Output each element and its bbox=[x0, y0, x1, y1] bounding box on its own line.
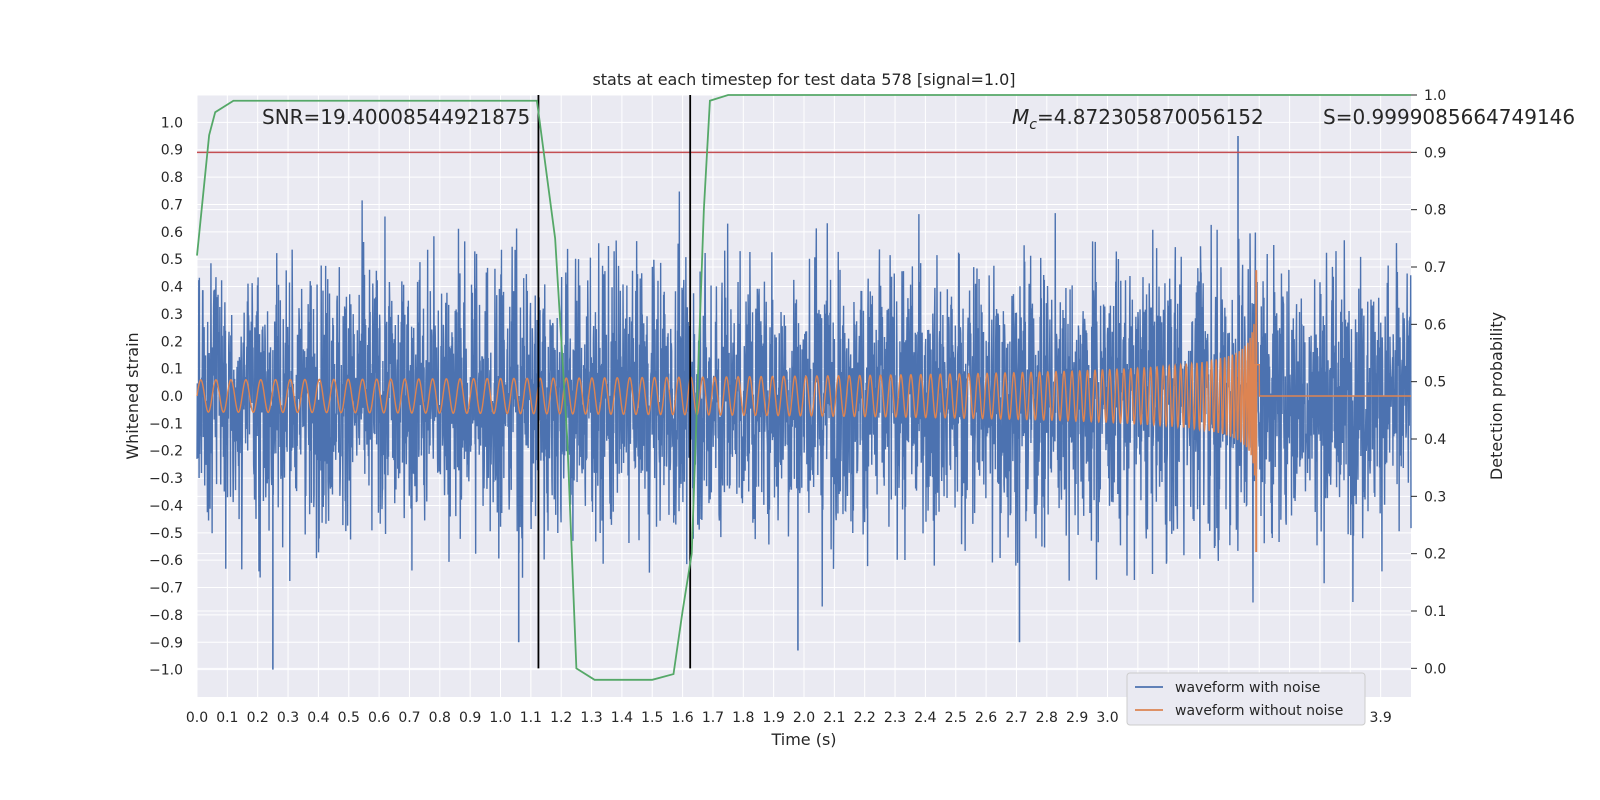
x-tick-label: 1.2 bbox=[550, 710, 572, 726]
chart-title: stats at each timestep for test data 578… bbox=[592, 70, 1015, 89]
y-tick-label: −0.5 bbox=[149, 526, 183, 542]
signal-waveform-layer bbox=[196, 270, 1411, 552]
y2-tick-label: 0.8 bbox=[1424, 203, 1446, 219]
legend-label-noise: waveform with noise bbox=[1175, 680, 1320, 696]
x-tick-label: 0.2 bbox=[247, 710, 269, 726]
y2-tick-label: 0.9 bbox=[1424, 145, 1446, 161]
y-tick-label: 0.6 bbox=[161, 225, 183, 241]
mc-value: =4.872305870056152 bbox=[1037, 105, 1264, 129]
x-tick-label: 1.8 bbox=[732, 710, 754, 726]
chirp-mass-annotation: Mc=4.872305870056152 bbox=[1012, 105, 1264, 133]
mc-symbol: M bbox=[1012, 105, 1029, 129]
x-tick-label: 0.3 bbox=[277, 710, 299, 726]
y2-tick-label: 0.4 bbox=[1424, 432, 1446, 448]
x-tick-label: 2.2 bbox=[854, 710, 876, 726]
y2-tick-label: 0.7 bbox=[1424, 260, 1446, 276]
y-tick-label: −0.7 bbox=[149, 581, 183, 597]
y-tick-label: −0.2 bbox=[149, 444, 183, 460]
y-tick-label: −1.0 bbox=[149, 663, 183, 679]
y-tick-label: 0.8 bbox=[161, 170, 183, 186]
legend-box bbox=[1126, 672, 1366, 726]
x-tick-label: 2.0 bbox=[793, 710, 815, 726]
x-tick-label: 2.3 bbox=[884, 710, 906, 726]
y2-tick-label: 0.1 bbox=[1424, 604, 1446, 620]
x-axis-label: Time (s) bbox=[770, 730, 836, 749]
noise-waveform-layer bbox=[196, 136, 1412, 670]
x-tick-label: 3.9 bbox=[1370, 710, 1392, 726]
y2-tick-label: 0.6 bbox=[1424, 317, 1446, 333]
y2-axis-label: Detection probability bbox=[1487, 312, 1506, 480]
legend: waveform with noise waveform without noi… bbox=[1126, 672, 1366, 726]
x-tick-label: 0.5 bbox=[338, 710, 360, 726]
x-tick-label: 1.9 bbox=[763, 710, 785, 726]
y-axis-label: Whitened strain bbox=[123, 332, 142, 459]
overlay-layer bbox=[196, 94, 1411, 681]
detection-probability-line bbox=[196, 94, 1411, 681]
y2-tick-label: 1.0 bbox=[1424, 88, 1446, 104]
signal-waveform-line bbox=[196, 323, 1411, 476]
y-tick-label: 0.5 bbox=[161, 252, 183, 268]
x-tick-label: 2.5 bbox=[945, 710, 967, 726]
y2-tick-label: 0.5 bbox=[1424, 375, 1446, 391]
legend-label-signal: waveform without noise bbox=[1175, 703, 1343, 719]
y-tick-label: 0.3 bbox=[161, 307, 183, 323]
x-tick-label: 1.6 bbox=[671, 710, 693, 726]
snr-annotation: SNR=19.40008544921875 bbox=[262, 105, 530, 129]
y-tick-label: −0.4 bbox=[149, 498, 183, 514]
y2-tick-label: 0.2 bbox=[1424, 547, 1446, 563]
x-tick-label: 2.6 bbox=[975, 710, 997, 726]
mc-subscript: c bbox=[1029, 117, 1037, 133]
y-tick-label: 0.7 bbox=[161, 197, 183, 213]
s-annotation: S=0.9999085664749146 bbox=[1323, 105, 1575, 129]
y2-tick-label: 0.3 bbox=[1424, 489, 1446, 505]
x-tick-label: 3.0 bbox=[1096, 710, 1118, 726]
y-tick-label: −0.9 bbox=[149, 635, 183, 651]
x-tick-label: 0.8 bbox=[429, 710, 451, 726]
y-tick-label: 0.0 bbox=[161, 389, 183, 405]
x-tick-label: 2.9 bbox=[1066, 710, 1088, 726]
y-tick-label: 0.4 bbox=[161, 280, 183, 296]
x-tick-label: 2.7 bbox=[1005, 710, 1027, 726]
x-tick-label: 0.1 bbox=[216, 710, 238, 726]
x-tick-label: 0.6 bbox=[368, 710, 390, 726]
y-tick-label: −0.1 bbox=[149, 416, 183, 432]
x-tick-label: 1.7 bbox=[702, 710, 724, 726]
x-tick-label: 1.5 bbox=[641, 710, 663, 726]
x-tick-label: 1.4 bbox=[611, 710, 633, 726]
y-tick-label: 1.0 bbox=[161, 115, 183, 131]
y2-tick-label: 0.0 bbox=[1424, 661, 1446, 677]
x-tick-label: 0.4 bbox=[307, 710, 329, 726]
x-tick-label: 1.0 bbox=[489, 710, 511, 726]
x-tick-label: 0.7 bbox=[398, 710, 420, 726]
x-tick-label: 2.4 bbox=[914, 710, 936, 726]
noise-waveform-line bbox=[196, 191, 1412, 607]
y-tick-label: 0.1 bbox=[161, 362, 183, 378]
x-tick-label: 0.0 bbox=[186, 710, 208, 726]
x-tick-label: 1.3 bbox=[580, 710, 602, 726]
y-tick-label: −0.3 bbox=[149, 471, 183, 487]
y-tick-label: −0.6 bbox=[149, 553, 183, 569]
y-tick-label: 0.2 bbox=[161, 334, 183, 350]
y-tick-label: −0.8 bbox=[149, 608, 183, 624]
x-tick-label: 2.1 bbox=[823, 710, 845, 726]
x-tick-label: 0.9 bbox=[459, 710, 481, 726]
x-tick-label: 1.1 bbox=[520, 710, 542, 726]
x-tick-label: 2.8 bbox=[1036, 710, 1058, 726]
y-tick-label: 0.9 bbox=[161, 143, 183, 159]
